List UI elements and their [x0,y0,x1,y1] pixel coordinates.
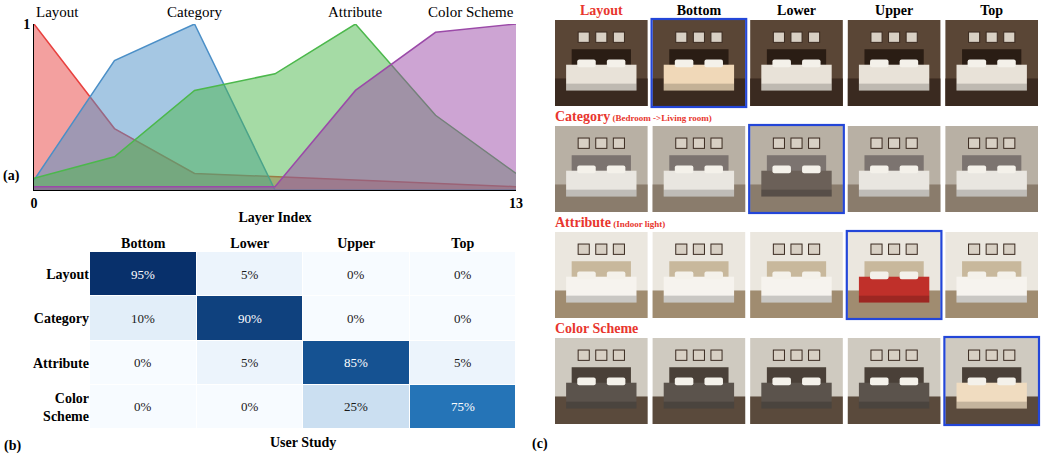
svg-text:Category (Bedroom ->Living roo: Category (Bedroom ->Living room) [555,109,712,124]
svg-text:Layer Index: Layer Index [238,210,311,225]
svg-text:ColorScheme: ColorScheme [43,391,89,424]
html-text:(b): (b) [4,438,22,453]
svg-text:Category: Category [34,311,89,326]
svg-text:Bottom: Bottom [677,3,722,18]
svg-text:0%: 0% [134,399,152,414]
svg-text:85%: 85% [344,355,368,370]
svg-text:0%: 0% [134,355,152,370]
svg-text:Category: Category [167,4,222,20]
svg-text:13: 13 [509,196,523,211]
svg-text:0%: 0% [241,399,259,414]
svg-text:Lower: Lower [230,236,269,251]
svg-text:Lower: Lower [777,3,816,18]
svg-text:0%: 0% [347,267,365,282]
svg-text:Layout: Layout [580,3,623,18]
svg-text:Attribute: Attribute [33,356,89,371]
svg-text:Color Scheme: Color Scheme [428,4,514,20]
html-text:(c): (c) [532,436,548,451]
svg-text:10%: 10% [131,311,155,326]
svg-text:1: 1 [23,17,30,32]
svg-text:User Study: User Study [270,435,336,450]
svg-text:Top: Top [980,3,1003,18]
html-text:(a): (a) [3,168,20,183]
svg-text:25%: 25% [344,399,368,414]
svg-text:Upper: Upper [337,236,375,251]
svg-text:Upper: Upper [875,3,913,18]
svg-text:Attribute (Indoor light): Attribute (Indoor light) [555,215,665,230]
svg-text:Attribute: Attribute [328,4,382,20]
svg-text:5%: 5% [454,355,472,370]
svg-text:95%: 95% [131,267,155,282]
svg-text:0%: 0% [454,267,472,282]
svg-text:Layout: Layout [46,267,89,282]
svg-text:5%: 5% [241,267,259,282]
svg-text:Color Scheme: Color Scheme [555,321,638,336]
svg-text:0: 0 [31,196,38,211]
svg-text:Layout: Layout [36,4,79,20]
svg-text:Bottom: Bottom [121,236,166,251]
svg-text:90%: 90% [238,311,262,326]
svg-text:0%: 0% [454,311,472,326]
svg-text:75%: 75% [451,399,475,414]
svg-text:5%: 5% [241,355,259,370]
svg-text:Top: Top [451,236,474,251]
svg-text:0%: 0% [347,311,365,326]
